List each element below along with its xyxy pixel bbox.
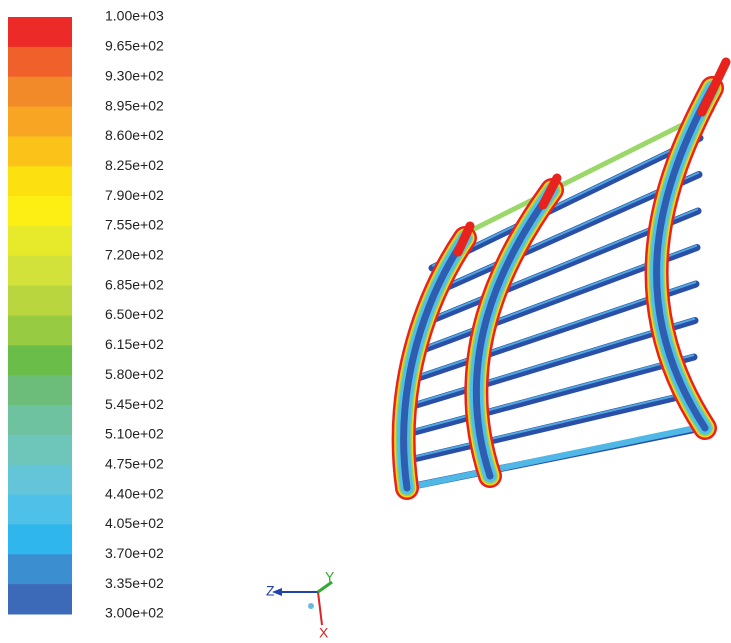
legend-band <box>8 584 72 614</box>
legend-band <box>8 465 72 495</box>
axis-triad: Z Y X <box>266 569 335 641</box>
y-label: Y <box>325 569 335 585</box>
legend-label: 7.90e+02 <box>105 187 164 203</box>
legend-band <box>8 345 72 375</box>
legend-label: 6.85e+02 <box>105 276 164 292</box>
legend-label: 3.70e+02 <box>105 545 164 561</box>
legend-band <box>8 435 72 465</box>
legend-band <box>8 136 72 166</box>
legend-label: 1.00e+03 <box>105 8 164 24</box>
legend-label: 9.65e+02 <box>105 38 164 54</box>
legend-label: 8.60e+02 <box>105 127 164 143</box>
z-label: Z <box>266 583 275 599</box>
legend-band <box>8 316 72 346</box>
legend-label: 6.15e+02 <box>105 336 164 352</box>
legend-label: 4.75e+02 <box>105 455 164 471</box>
legend-band <box>8 77 72 107</box>
x-label: X <box>319 625 329 641</box>
rod <box>405 426 705 488</box>
legend-band <box>8 405 72 435</box>
legend-label: 6.50e+02 <box>105 306 164 322</box>
legend-label: 9.30e+02 <box>105 67 164 83</box>
legend-label: 8.25e+02 <box>105 157 164 173</box>
legend-band <box>8 286 72 316</box>
legend-band <box>8 256 72 286</box>
legend-label: 5.10e+02 <box>105 426 164 442</box>
legend-band <box>8 226 72 256</box>
legend-band <box>8 17 72 47</box>
legend-band <box>8 554 72 584</box>
legend-band <box>8 495 72 525</box>
blade-model <box>404 62 726 488</box>
legend-band <box>8 375 72 405</box>
legend-band <box>8 166 72 196</box>
rod <box>408 394 694 461</box>
legend-band <box>8 524 72 554</box>
legend-band <box>8 196 72 226</box>
legend-label: 5.80e+02 <box>105 366 164 382</box>
legend-band <box>8 47 72 77</box>
legend-label: 8.95e+02 <box>105 97 164 113</box>
legend-label: 7.55e+02 <box>105 217 164 233</box>
legend-label: 4.05e+02 <box>105 515 164 531</box>
x-axis <box>318 592 322 625</box>
legend-label: 3.35e+02 <box>105 575 164 591</box>
screen: 1.00e+03 9.65e+02 9.30e+02 8.95e+02 8.60e+02… <box>0 0 731 643</box>
color-legend: 1.00e+03 9.65e+02 9.30e+02 8.95e+02 8.60e+02… <box>8 8 164 621</box>
legend-band <box>8 107 72 137</box>
origin-dot <box>308 603 314 609</box>
legend-label: 3.00e+02 <box>105 605 164 621</box>
viewport: 1.00e+03 9.65e+02 9.30e+02 8.95e+02 8.60e+02… <box>0 0 731 643</box>
legend-label: 7.20e+02 <box>105 247 164 263</box>
legend-label: 4.40e+02 <box>105 485 164 501</box>
legend-label: 5.45e+02 <box>105 396 164 412</box>
